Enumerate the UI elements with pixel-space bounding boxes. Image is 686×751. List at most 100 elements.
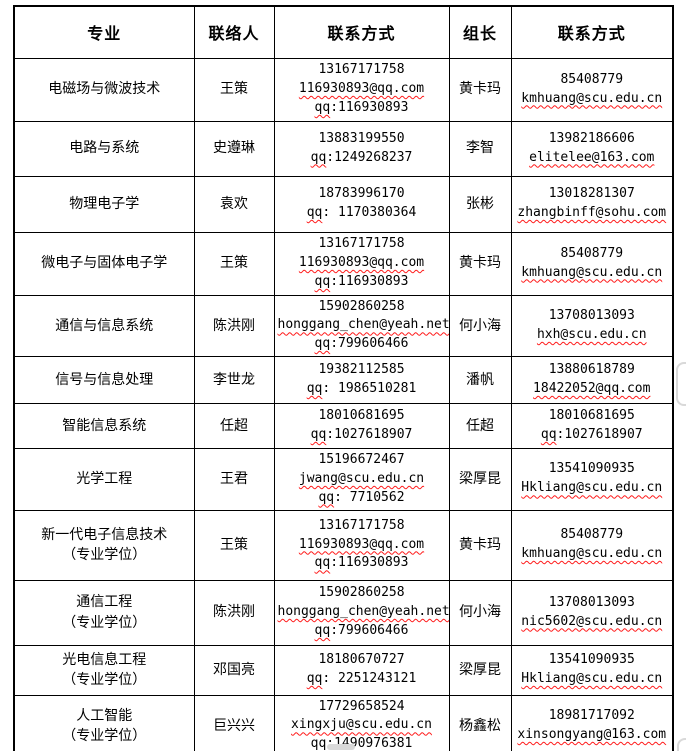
table-row: 新一代电子信息技术 （专业学位） 王策 13167171758 116930893@qq… [13, 509, 674, 581]
contact-line: qq: 1986510281 [306, 381, 417, 397]
major-cell: 信号与信息处理 [13, 356, 195, 405]
leader-info-cell: 13541090935 Hkliang@scu.edu.cn [510, 644, 674, 696]
leader-info-cell: 13880618789 18422052@qq.com [510, 356, 674, 405]
contact-info-cell: 19382112585 qq: 1986510281 [273, 356, 450, 405]
group-leader-cell: 黄卡玛 [448, 231, 512, 296]
group-leader-cell: 梁厚昆 [448, 448, 512, 511]
clipped-corner-widget [677, 738, 686, 751]
contact-line: nic5602@scu.edu.cn [521, 613, 663, 629]
contact-line: qq:1027618907 [540, 427, 643, 443]
contact-line: xinsongyang@163.com [517, 726, 667, 742]
leader-info-cell: 18981717092 xinsongyang@163.com [510, 694, 674, 751]
contact-line: 116930893@qq.com [298, 81, 425, 97]
horizontal-scrollbar-thumb[interactable] [327, 744, 355, 750]
contact-person-cell: 史遵琳 [193, 120, 275, 177]
contact-line: kmhuang@scu.edu.cn [521, 546, 663, 562]
contact-person-cell: 陈洪刚 [193, 294, 275, 358]
group-leader-cell: 何小海 [448, 579, 512, 646]
table-row: 人工智能 （专业学位） 巨兴兴 17729658524 xingxju@scu.edu.… [13, 694, 674, 751]
contact-line: 13982186606 [548, 130, 635, 146]
contact-line: honggang_chen@yeah.net [277, 604, 449, 620]
contact-line: 15902860258 [318, 298, 405, 314]
major-cell: 微电子与固体电子学 [13, 231, 195, 296]
contact-line: 85408779 [560, 527, 624, 543]
group-leader-cell: 任超 [448, 403, 512, 450]
major-cell: 电磁场与微波技术 [13, 57, 195, 122]
table-row: 电磁场与微波技术 王策 13167171758 116930893@qq.com qq:… [13, 57, 674, 122]
leader-info-cell: 85408779 kmhuang@scu.edu.cn [510, 509, 674, 581]
contact-person-cell: 邓国亮 [193, 644, 275, 696]
table-row: 微电子与固体电子学 王策 13167171758 116930893@qq.com qq… [13, 231, 674, 296]
contact-table: 专业 联络人 联系方式 组长 联系方式 电磁场与微波技术 王策 1316717175… [13, 5, 674, 751]
contact-line: 13883199550 [318, 130, 405, 146]
contact-line: honggang_chen@yeah.net [277, 317, 449, 333]
contact-info-cell: 13167171758 116930893@qq.com qq:116930893 [273, 57, 450, 122]
leader-info-cell: 13982186606 elitelee@163.com [510, 120, 674, 177]
leader-info-cell: 18010681695 qq:1027618907 [510, 403, 674, 450]
contact-line: 13018281307 [548, 186, 635, 202]
table-row: 信号与信息处理 李世龙 19382112585 qq: 1986510281 潘帆 138… [13, 356, 674, 405]
contact-info-cell: 13167171758 116930893@qq.com qq:116930893 [273, 509, 450, 581]
contact-line: xingxju@scu.edu.cn [291, 717, 432, 733]
contact-person-cell: 任超 [193, 403, 275, 450]
contact-line: 18180670727 [318, 652, 405, 668]
table-row: 智能信息系统 任超 18010681695 qq:1027618907 任超 180106… [13, 403, 674, 450]
contact-line: qq:799606466 [314, 336, 409, 352]
contact-line: hxh@scu.edu.cn [536, 326, 647, 342]
contact-line: qq:799606466 [314, 622, 409, 638]
contact-line: qq:116930893 [314, 99, 409, 115]
contact-line: 18010681695 [548, 408, 635, 424]
major-cell: 物理电子学 [13, 175, 195, 233]
contact-info-cell: 15196672467 jwang@scu.edu.cn qq: 7710562 [273, 448, 450, 511]
contact-line: 17729658524 [318, 698, 405, 714]
major-cell: 电路与系统 [13, 120, 195, 177]
table-body: 电磁场与微波技术 王策 13167171758 116930893@qq.com qq:… [13, 57, 674, 751]
contact-line: qq: 2251243121 [306, 671, 417, 687]
leader-info-cell: 13541090935 Hkliang@scu.edu.cn [510, 448, 674, 511]
contact-line: 13541090935 [548, 461, 635, 477]
header-major: 专业 [13, 5, 195, 59]
contact-line: 18783996170 [318, 186, 405, 202]
contact-line: 116930893@qq.com [298, 255, 425, 271]
group-leader-cell: 黄卡玛 [448, 509, 512, 581]
contact-person-cell: 袁欢 [193, 175, 275, 233]
contact-line: 13167171758 [318, 236, 405, 252]
table-row: 光电信息工程 （专业学位） 邓国亮 18180670727 qq: 2251243121… [13, 644, 674, 696]
header-contact-method: 联系方式 [273, 5, 450, 59]
contact-line: 15196672467 [318, 452, 405, 468]
contact-line: qq:116930893 [314, 555, 409, 571]
leader-info-cell: 85408779 kmhuang@scu.edu.cn [510, 231, 674, 296]
contact-line: qq:1249268237 [310, 149, 413, 165]
major-cell: 光电信息工程 （专业学位） [13, 644, 195, 696]
contact-line: jwang@scu.edu.cn [298, 470, 425, 486]
contact-line: 13708013093 [548, 594, 635, 610]
contact-info-cell: 18180670727 qq: 2251243121 [273, 644, 450, 696]
contact-line: 85408779 [560, 245, 624, 261]
contact-line: zhangbinff@sohu.com [517, 205, 667, 220]
contact-line: 18981717092 [548, 707, 635, 723]
contact-info-cell: 15902860258 honggang_chen@yeah.net qq:7996… [273, 579, 450, 646]
group-leader-cell: 黄卡玛 [448, 57, 512, 122]
table-row: 通信与信息系统 陈洪刚 15902860258 honggang_chen@yeah.… [13, 294, 674, 358]
contact-line: 19382112585 [318, 362, 405, 378]
contact-person-cell: 王君 [193, 448, 275, 511]
table-row: 电路与系统 史遵琳 13883199550 qq:1249268237 李智 139821… [13, 120, 674, 177]
contact-line: qq: 1170380364 [306, 205, 417, 220]
table-row: 光学工程 王君 15196672467 jwang@scu.edu.cn qq: 771… [13, 448, 674, 511]
contact-line: 13167171758 [318, 517, 405, 533]
clipped-side-widget [676, 362, 686, 406]
contact-info-cell: 18010681695 qq:1027618907 [273, 403, 450, 450]
major-cell: 通信与信息系统 [13, 294, 195, 358]
table-row: 通信工程 （专业学位） 陈洪刚 15902860258 honggang_chen@ye… [13, 579, 674, 646]
contact-line: 13167171758 [318, 62, 405, 78]
major-cell: 智能信息系统 [13, 403, 195, 450]
contact-info-cell: 13167171758 116930893@qq.com qq:116930893 [273, 231, 450, 296]
major-cell: 人工智能 （专业学位） [13, 694, 195, 751]
contact-line: kmhuang@scu.edu.cn [521, 264, 663, 280]
contact-info-cell: 17729658524 xingxju@scu.edu.cn qq:14909763… [273, 694, 450, 751]
contact-info-cell: 13883199550 qq:1249268237 [273, 120, 450, 177]
contact-line: elitelee@163.com [529, 149, 655, 165]
contact-line: 18422052@qq.com [533, 381, 651, 397]
header-leader-contact-method: 联系方式 [510, 5, 674, 59]
group-leader-cell: 杨鑫松 [448, 694, 512, 751]
